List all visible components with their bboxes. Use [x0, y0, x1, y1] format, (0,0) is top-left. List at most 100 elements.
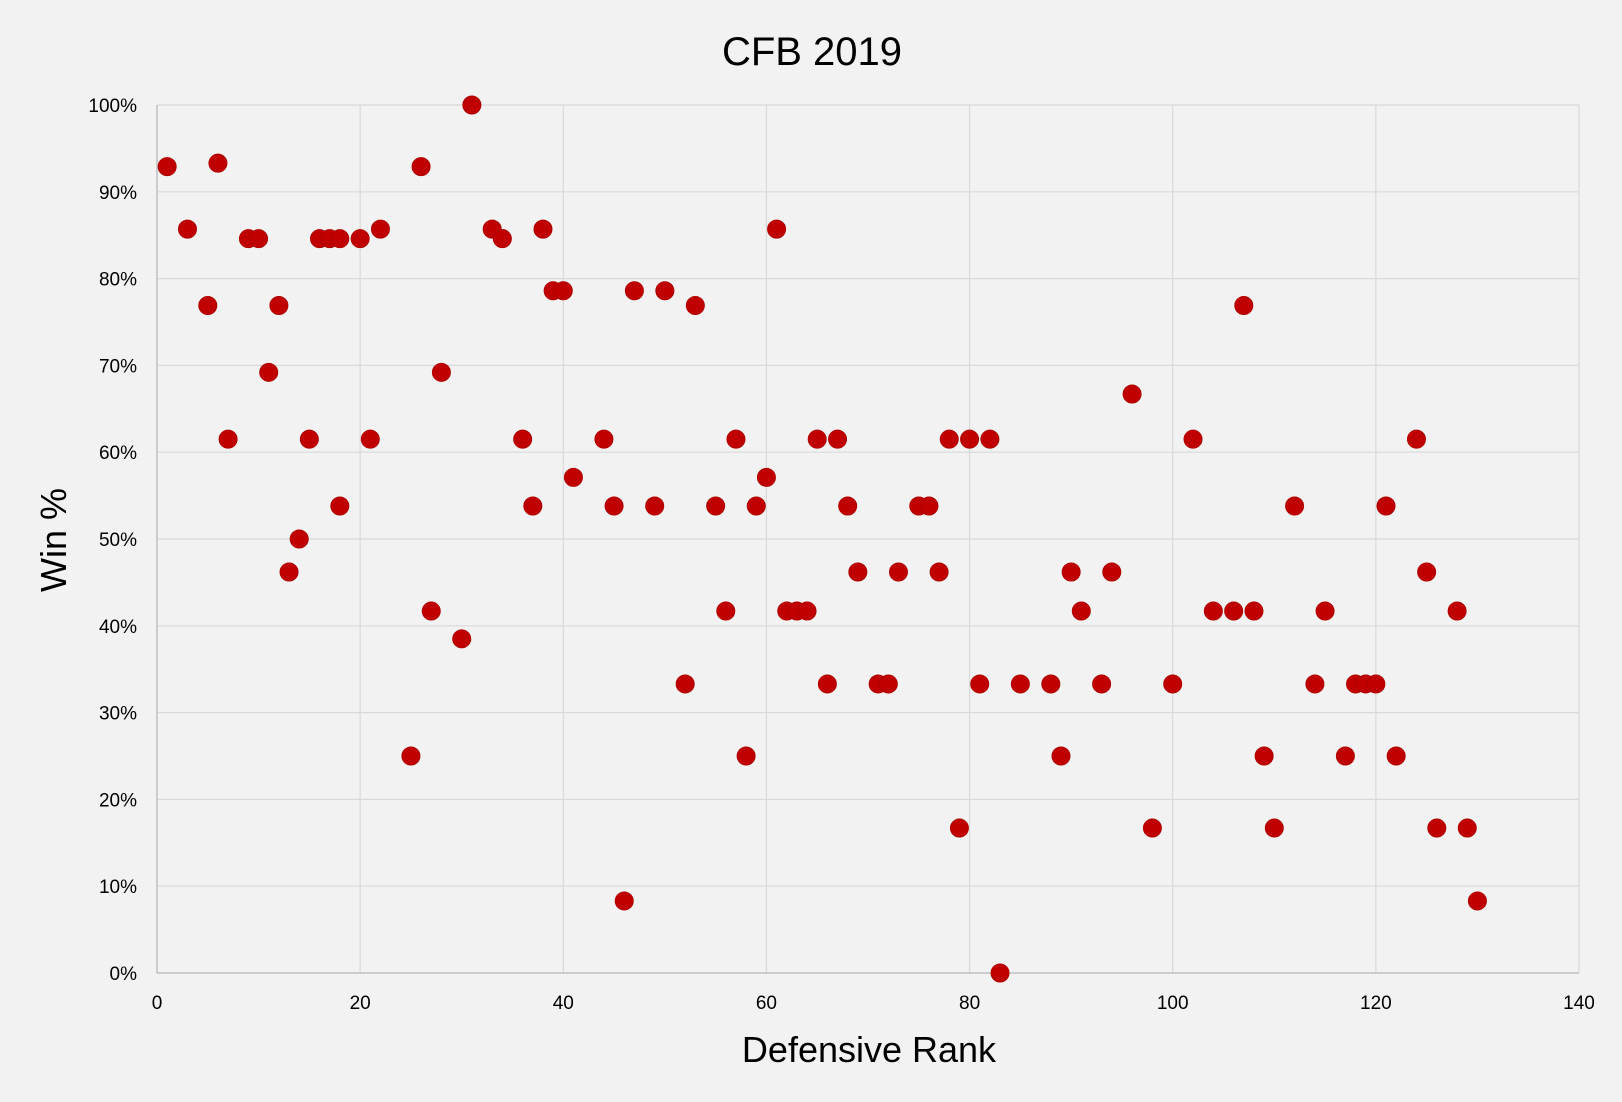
data-point	[401, 746, 421, 766]
y-tick-label: 40%	[99, 617, 137, 638]
data-point	[614, 891, 634, 911]
data-point	[888, 562, 908, 582]
data-point	[807, 429, 827, 449]
y-tick-label: 30%	[99, 704, 137, 725]
data-point	[848, 562, 868, 582]
data-point	[1335, 746, 1355, 766]
data-point	[756, 467, 776, 487]
data-point	[431, 362, 451, 382]
data-point	[1010, 674, 1030, 694]
data-point	[767, 219, 787, 239]
x-tick-label: 80	[959, 993, 980, 1014]
data-point	[1366, 674, 1386, 694]
data-point	[553, 281, 573, 301]
data-point	[1315, 601, 1335, 621]
data-point	[533, 219, 553, 239]
data-point	[949, 818, 969, 838]
data-point	[624, 281, 644, 301]
data-point	[1386, 746, 1406, 766]
data-point	[1254, 746, 1274, 766]
data-point	[249, 229, 269, 249]
data-point	[1285, 496, 1305, 516]
data-point	[1234, 296, 1254, 316]
data-point	[259, 362, 279, 382]
data-point	[1122, 384, 1142, 404]
data-point	[523, 496, 543, 516]
y-tick-label: 70%	[99, 356, 137, 377]
x-tick-label: 120	[1360, 993, 1392, 1014]
y-tick-labels: 0% 10% 20% 30% 40% 50% 60% 70% 80% 90% 100%	[88, 96, 137, 985]
x-tick-label: 60	[756, 993, 777, 1014]
data-point	[655, 281, 675, 301]
data-point	[1376, 496, 1396, 516]
data-point	[736, 746, 756, 766]
data-point	[1183, 429, 1203, 449]
data-point	[817, 674, 837, 694]
data-point	[970, 674, 990, 694]
data-point	[513, 429, 533, 449]
data-point	[370, 219, 390, 239]
chart-title: CFB 2019	[722, 30, 902, 74]
data-point	[157, 157, 177, 177]
data-point	[1051, 746, 1071, 766]
x-tick-label: 100	[1157, 993, 1189, 1014]
data-point	[1264, 818, 1284, 838]
data-point	[838, 496, 858, 516]
data-point	[330, 229, 350, 249]
data-point	[594, 429, 614, 449]
data-point	[980, 429, 1000, 449]
data-point	[1244, 601, 1264, 621]
data-point	[878, 674, 898, 694]
data-point	[1224, 601, 1244, 621]
data-point	[1406, 429, 1426, 449]
data-point	[645, 496, 665, 516]
data-point	[462, 95, 482, 115]
data-point	[269, 296, 289, 316]
y-tick-label: 90%	[99, 183, 137, 204]
data-point	[1417, 562, 1437, 582]
axes	[156, 105, 1579, 974]
data-point	[299, 429, 319, 449]
x-tick-label: 40	[553, 993, 574, 1014]
y-tick-label: 80%	[99, 270, 137, 291]
y-tick-label: 20%	[99, 790, 137, 811]
data-point	[289, 529, 309, 549]
data-point	[1163, 674, 1183, 694]
data-points	[157, 95, 1487, 983]
x-tick-labels: 0 20 40 60 80 100 120 140	[152, 993, 1595, 1014]
x-axis-title: Defensive Rank	[742, 1029, 997, 1070]
data-point	[939, 429, 959, 449]
y-tick-label: 60%	[99, 443, 137, 464]
data-point	[411, 157, 431, 177]
data-point	[604, 496, 624, 516]
data-point	[685, 296, 705, 316]
data-point	[828, 429, 848, 449]
data-point	[1102, 562, 1122, 582]
data-point	[919, 496, 939, 516]
data-point	[726, 429, 746, 449]
data-point	[1305, 674, 1325, 694]
data-point	[279, 562, 299, 582]
data-point	[492, 229, 512, 249]
data-point	[421, 601, 441, 621]
gridlines	[157, 104, 1580, 973]
data-point	[1071, 601, 1091, 621]
data-point	[1142, 818, 1162, 838]
data-point	[929, 562, 949, 582]
data-point	[1457, 818, 1477, 838]
data-point	[1447, 601, 1467, 621]
x-tick-label: 20	[350, 993, 371, 1014]
data-point	[177, 219, 197, 239]
y-axis-title: Win %	[33, 488, 74, 592]
y-tick-label: 10%	[99, 877, 137, 898]
data-point	[675, 674, 695, 694]
data-point	[1092, 674, 1112, 694]
data-point	[452, 629, 472, 649]
data-point	[797, 601, 817, 621]
data-point	[1203, 601, 1223, 621]
data-point	[716, 601, 736, 621]
data-point	[330, 496, 350, 516]
x-tick-label: 0	[152, 993, 163, 1014]
